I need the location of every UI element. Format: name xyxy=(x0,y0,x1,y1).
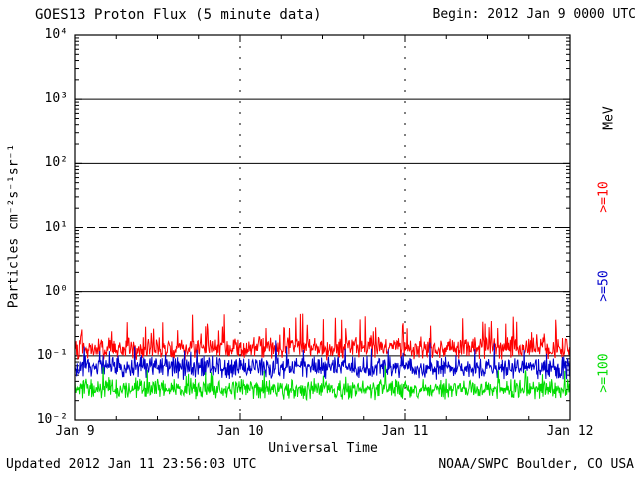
x-tick-label: Jan 9 xyxy=(55,424,95,439)
legend-label-ge10: >=10 xyxy=(596,181,612,213)
x-tick-label: Jan 11 xyxy=(381,424,429,439)
updated-timestamp: Updated 2012 Jan 11 23:56:03 UTC xyxy=(6,457,257,472)
series-line->=50 xyxy=(74,340,571,380)
y-tick-label: 10³ xyxy=(44,91,68,106)
legend-label-ge50: >=50 xyxy=(596,270,612,302)
x-tick-label: Jan 10 xyxy=(216,424,264,439)
source-attribution: NOAA/SWPC Boulder, CO USA xyxy=(438,457,634,472)
y-tick-label: 10⁰ xyxy=(44,284,68,299)
series-line->=100 xyxy=(74,365,571,402)
y-axis-label: Particles cm⁻²s⁻¹sr⁻¹ xyxy=(6,143,22,309)
y-tick-label: 10⁴ xyxy=(44,27,68,42)
x-axis-label: Universal Time xyxy=(268,441,378,456)
chart-title: GOES13 Proton Flux (5 minute data) xyxy=(35,7,322,23)
begin-time-label: Begin: 2012 Jan 9 0000 UTC xyxy=(432,7,637,22)
legend-label-ge100: >=100 xyxy=(596,353,612,393)
x-tick-label: Jan 12 xyxy=(546,424,594,439)
y-tick-label: 10⁻² xyxy=(36,412,68,427)
series-line->=10 xyxy=(74,313,571,361)
right-axis-unit-label: MeV xyxy=(601,106,617,130)
y-tick-label: 10⁻¹ xyxy=(36,348,68,363)
y-tick-label: 10¹ xyxy=(44,220,68,235)
y-tick-label: 10² xyxy=(44,155,68,170)
plot-frame xyxy=(74,34,571,421)
